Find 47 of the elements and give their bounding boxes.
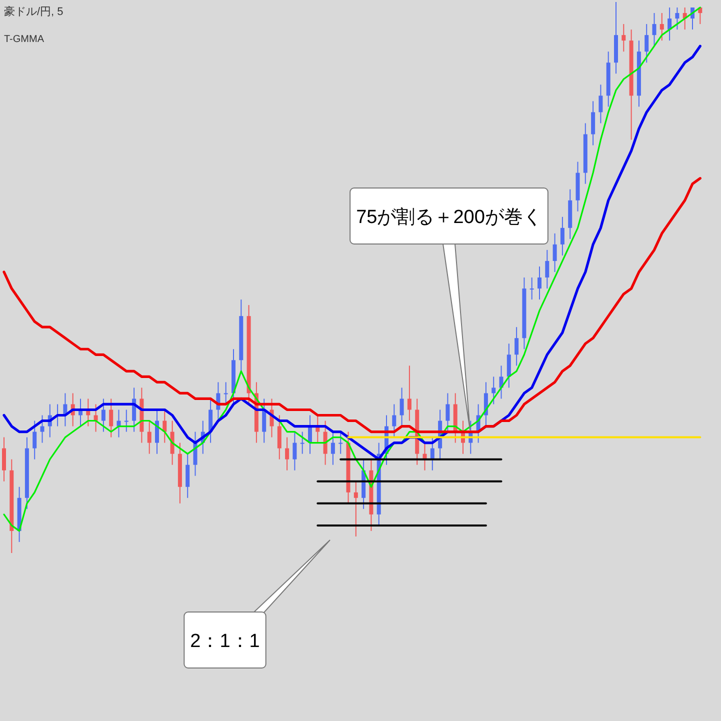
candlestick bbox=[660, 12, 664, 42]
candlestick bbox=[2, 436, 6, 482]
candlestick bbox=[400, 387, 404, 427]
candlestick bbox=[446, 392, 450, 432]
candlestick bbox=[285, 436, 290, 471]
candlestick bbox=[492, 376, 496, 405]
candlestick bbox=[514, 326, 519, 366]
candlestick bbox=[32, 420, 37, 460]
candlestick bbox=[186, 453, 190, 498]
candlestick bbox=[538, 266, 542, 300]
candlestick bbox=[545, 249, 550, 290]
candlestick bbox=[354, 480, 358, 537]
candlestick bbox=[407, 365, 412, 422]
candlestick bbox=[224, 382, 228, 405]
candlestick bbox=[644, 24, 649, 64]
candlestick bbox=[124, 409, 128, 432]
candlestick bbox=[277, 414, 282, 460]
candlestick bbox=[338, 431, 343, 454]
candlestick bbox=[552, 232, 557, 272]
candlestick bbox=[675, 7, 680, 30]
candlestick bbox=[162, 409, 167, 444]
candlestick bbox=[262, 398, 266, 444]
candlestick bbox=[40, 414, 44, 444]
candlestick bbox=[530, 277, 534, 300]
candlestick bbox=[208, 398, 213, 444]
candlestick bbox=[622, 24, 626, 52]
candlestick bbox=[598, 84, 603, 124]
candlestick bbox=[506, 343, 511, 388]
candlestick bbox=[392, 404, 396, 438]
candlestick bbox=[323, 420, 328, 466]
candlestick bbox=[591, 100, 596, 146]
candlestick bbox=[652, 12, 656, 47]
text: T-GMMA bbox=[4, 34, 44, 45]
annotation: 75が割る＋200が巻く bbox=[356, 207, 542, 228]
callout: 2：1：1 bbox=[184, 540, 330, 668]
candlestick bbox=[430, 436, 434, 471]
candlestick bbox=[330, 431, 335, 466]
candlestick bbox=[300, 431, 304, 454]
candlestick bbox=[147, 420, 152, 454]
candlestick bbox=[155, 409, 159, 454]
candlestick bbox=[292, 431, 297, 471]
candlestick bbox=[101, 398, 106, 432]
callout: 75が割る＋200が巻く bbox=[350, 188, 548, 430]
chart-title: 豪ドル/円, 5 bbox=[4, 5, 64, 18]
candlestick bbox=[109, 398, 114, 438]
candlestick bbox=[668, 7, 672, 42]
candlestick bbox=[560, 216, 564, 256]
